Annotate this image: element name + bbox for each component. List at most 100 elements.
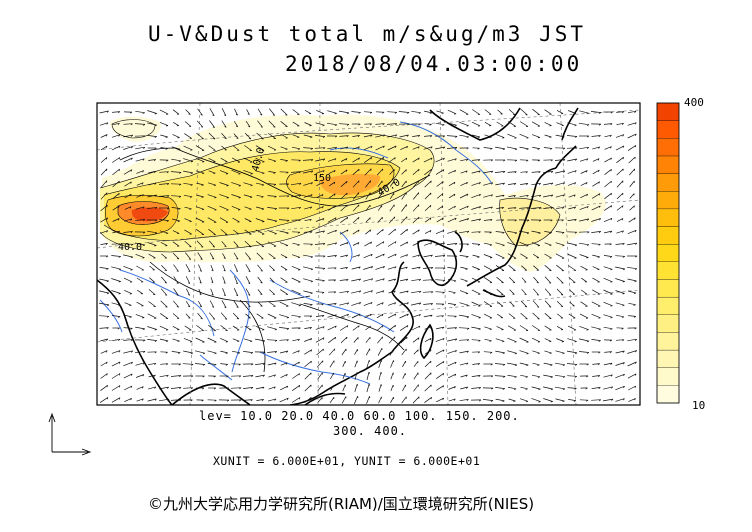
wind-vector-head <box>635 350 637 353</box>
wind-vector <box>495 242 505 246</box>
wind-vector <box>340 336 348 344</box>
wind-vector-head <box>609 351 612 354</box>
wind-vector-head <box>106 315 110 318</box>
wind-vector <box>615 266 625 270</box>
wind-vector-head <box>539 207 542 210</box>
wind-vector <box>484 338 492 342</box>
wind-vector <box>520 312 528 320</box>
wind-vector-head <box>214 197 217 199</box>
wind-vector <box>627 229 637 235</box>
wind-vector-head <box>466 386 469 389</box>
wind-vector <box>279 327 289 329</box>
wind-vector-head <box>129 316 132 318</box>
wind-vector-head <box>130 256 134 259</box>
wind-vector <box>423 303 433 305</box>
wind-vector <box>245 264 251 272</box>
wind-vector <box>112 111 120 113</box>
wind-vector <box>436 193 444 199</box>
wind-vector-head <box>430 135 433 138</box>
wind-vector-head <box>224 245 227 248</box>
wind-vector <box>232 145 240 151</box>
wind-vector-head <box>442 169 445 172</box>
wind-vector-head <box>502 194 505 197</box>
wind-vector <box>243 351 253 353</box>
wind-vector <box>568 194 576 198</box>
wind-vector <box>304 206 312 210</box>
wind-vector-head <box>586 257 589 259</box>
wind-vector <box>292 373 300 379</box>
wind-vector <box>459 109 469 115</box>
wind-vector-head <box>167 398 170 401</box>
wind-vector-head <box>130 398 132 401</box>
wind-vector <box>159 122 169 126</box>
wind-vector-head <box>550 388 554 391</box>
wind-vector <box>195 229 205 235</box>
wind-vector-head <box>574 244 578 247</box>
colorbar-swatch <box>656 349 680 368</box>
wind-vector-head <box>273 184 277 186</box>
wind-vector <box>195 363 205 365</box>
wind-vector <box>532 147 540 149</box>
wind-vector-head <box>466 339 470 342</box>
wind-vector <box>196 240 204 248</box>
wind-vector <box>123 373 133 379</box>
wind-vector <box>507 325 517 331</box>
wind-vector <box>304 338 312 342</box>
wind-vector <box>365 192 371 200</box>
wind-vector <box>111 278 121 282</box>
wind-vector <box>363 266 373 270</box>
wind-vector <box>257 276 263 284</box>
wind-vector-head <box>118 145 121 148</box>
wind-vector <box>472 134 480 138</box>
wind-vector-head <box>382 229 384 232</box>
wind-vector-head <box>418 266 421 269</box>
wind-vector-head <box>154 329 157 331</box>
wind-vector-head <box>334 146 337 149</box>
wind-vector <box>375 266 385 270</box>
wind-vector <box>280 373 288 379</box>
wind-vector-head <box>406 146 408 149</box>
wind-vector-head <box>551 194 554 197</box>
wind-vector-head <box>635 361 637 364</box>
wind-vector <box>484 109 492 115</box>
copyright-credit: ©九州大学応用力学研究所(RIAM)/国立環境研究所(NIES) <box>148 495 535 513</box>
wind-vector <box>508 398 516 402</box>
wind-vector-head <box>370 241 372 244</box>
wind-vector-head <box>310 268 314 271</box>
wind-vector <box>340 146 348 150</box>
wind-vector <box>591 387 601 389</box>
wind-vector-head <box>118 193 120 196</box>
wind-vector-head <box>347 302 350 305</box>
wind-vector <box>255 338 265 342</box>
wind-vector <box>269 108 275 116</box>
wind-vector <box>424 230 432 234</box>
wind-vector-head <box>466 147 469 150</box>
wind-vector <box>267 218 277 222</box>
wind-vector-head <box>190 184 193 186</box>
wind-vector <box>544 338 552 342</box>
wind-vector-head <box>368 383 371 386</box>
wind-vector <box>435 349 445 355</box>
wind-vector-head <box>188 258 191 260</box>
wind-vector <box>339 242 349 246</box>
wind-vector-head <box>466 316 470 319</box>
wind-vector <box>255 325 265 331</box>
wind-vector <box>566 147 578 149</box>
wind-vector <box>315 230 325 234</box>
wind-vector <box>279 230 289 234</box>
wind-vector <box>304 384 312 392</box>
wind-vector <box>533 265 539 271</box>
wind-vector <box>484 134 492 138</box>
wind-vector-head <box>466 182 468 185</box>
wind-vector <box>352 168 360 176</box>
wind-vector <box>100 243 108 245</box>
wind-vector-head <box>429 123 432 126</box>
wind-vector-head <box>166 220 169 222</box>
wind-vector <box>111 397 121 403</box>
wind-vector-head <box>226 197 229 199</box>
wind-vector <box>435 169 445 175</box>
wind-vector <box>435 122 445 126</box>
wind-vector <box>315 326 325 330</box>
wind-vector <box>291 171 301 173</box>
wind-vector-head <box>200 258 203 260</box>
